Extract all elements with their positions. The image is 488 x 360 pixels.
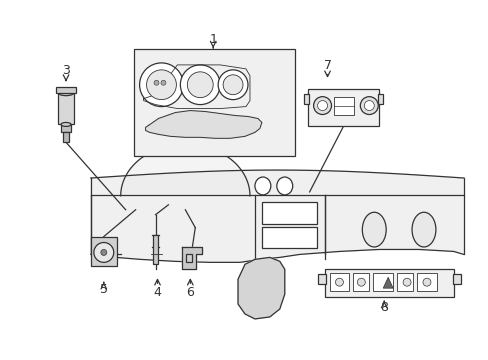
- Bar: [152, 235, 158, 264]
- Bar: [452, 274, 460, 284]
- Text: 8: 8: [380, 301, 387, 314]
- Bar: [317, 274, 325, 284]
- Circle shape: [139, 63, 183, 107]
- Ellipse shape: [276, 177, 292, 195]
- Ellipse shape: [411, 212, 435, 247]
- Bar: [324, 269, 453, 297]
- Circle shape: [402, 278, 410, 286]
- Bar: [372, 273, 392, 291]
- Text: 1: 1: [209, 33, 217, 46]
- Circle shape: [94, 243, 114, 262]
- Ellipse shape: [362, 212, 386, 247]
- Text: 5: 5: [100, 283, 107, 296]
- Bar: [58, 93, 74, 125]
- Circle shape: [422, 278, 430, 286]
- Polygon shape: [91, 170, 463, 262]
- Bar: [56, 87, 76, 93]
- Circle shape: [154, 80, 159, 85]
- Circle shape: [357, 278, 365, 286]
- Bar: [61, 125, 71, 132]
- Ellipse shape: [61, 122, 71, 126]
- Bar: [353, 273, 368, 291]
- Circle shape: [161, 80, 165, 85]
- Bar: [307, 89, 379, 126]
- Ellipse shape: [254, 177, 270, 195]
- Text: 4: 4: [153, 285, 161, 299]
- Circle shape: [335, 278, 343, 286]
- Bar: [262, 202, 316, 224]
- Bar: [303, 94, 308, 104]
- Bar: [416, 273, 436, 291]
- Circle shape: [187, 72, 213, 98]
- Circle shape: [180, 65, 220, 105]
- Circle shape: [313, 96, 331, 114]
- Circle shape: [364, 100, 373, 111]
- Bar: [377, 94, 383, 104]
- Circle shape: [360, 96, 377, 114]
- Circle shape: [146, 70, 176, 100]
- Text: 3: 3: [62, 64, 70, 77]
- Bar: [334, 96, 354, 114]
- Bar: [91, 237, 117, 266]
- Circle shape: [223, 75, 243, 95]
- Text: 2: 2: [277, 116, 285, 126]
- Polygon shape: [238, 257, 284, 319]
- Circle shape: [218, 70, 247, 100]
- Circle shape: [317, 100, 327, 111]
- Ellipse shape: [58, 90, 74, 96]
- Bar: [186, 255, 192, 262]
- Bar: [396, 273, 412, 291]
- Bar: [329, 273, 349, 291]
- Bar: [262, 227, 316, 248]
- Polygon shape: [121, 144, 249, 196]
- Polygon shape: [145, 111, 262, 138]
- Bar: [133, 49, 294, 156]
- Bar: [63, 132, 69, 142]
- Polygon shape: [383, 277, 392, 288]
- Text: 7: 7: [323, 59, 331, 72]
- Text: 6: 6: [186, 285, 194, 299]
- Polygon shape: [182, 247, 202, 269]
- Circle shape: [101, 249, 106, 255]
